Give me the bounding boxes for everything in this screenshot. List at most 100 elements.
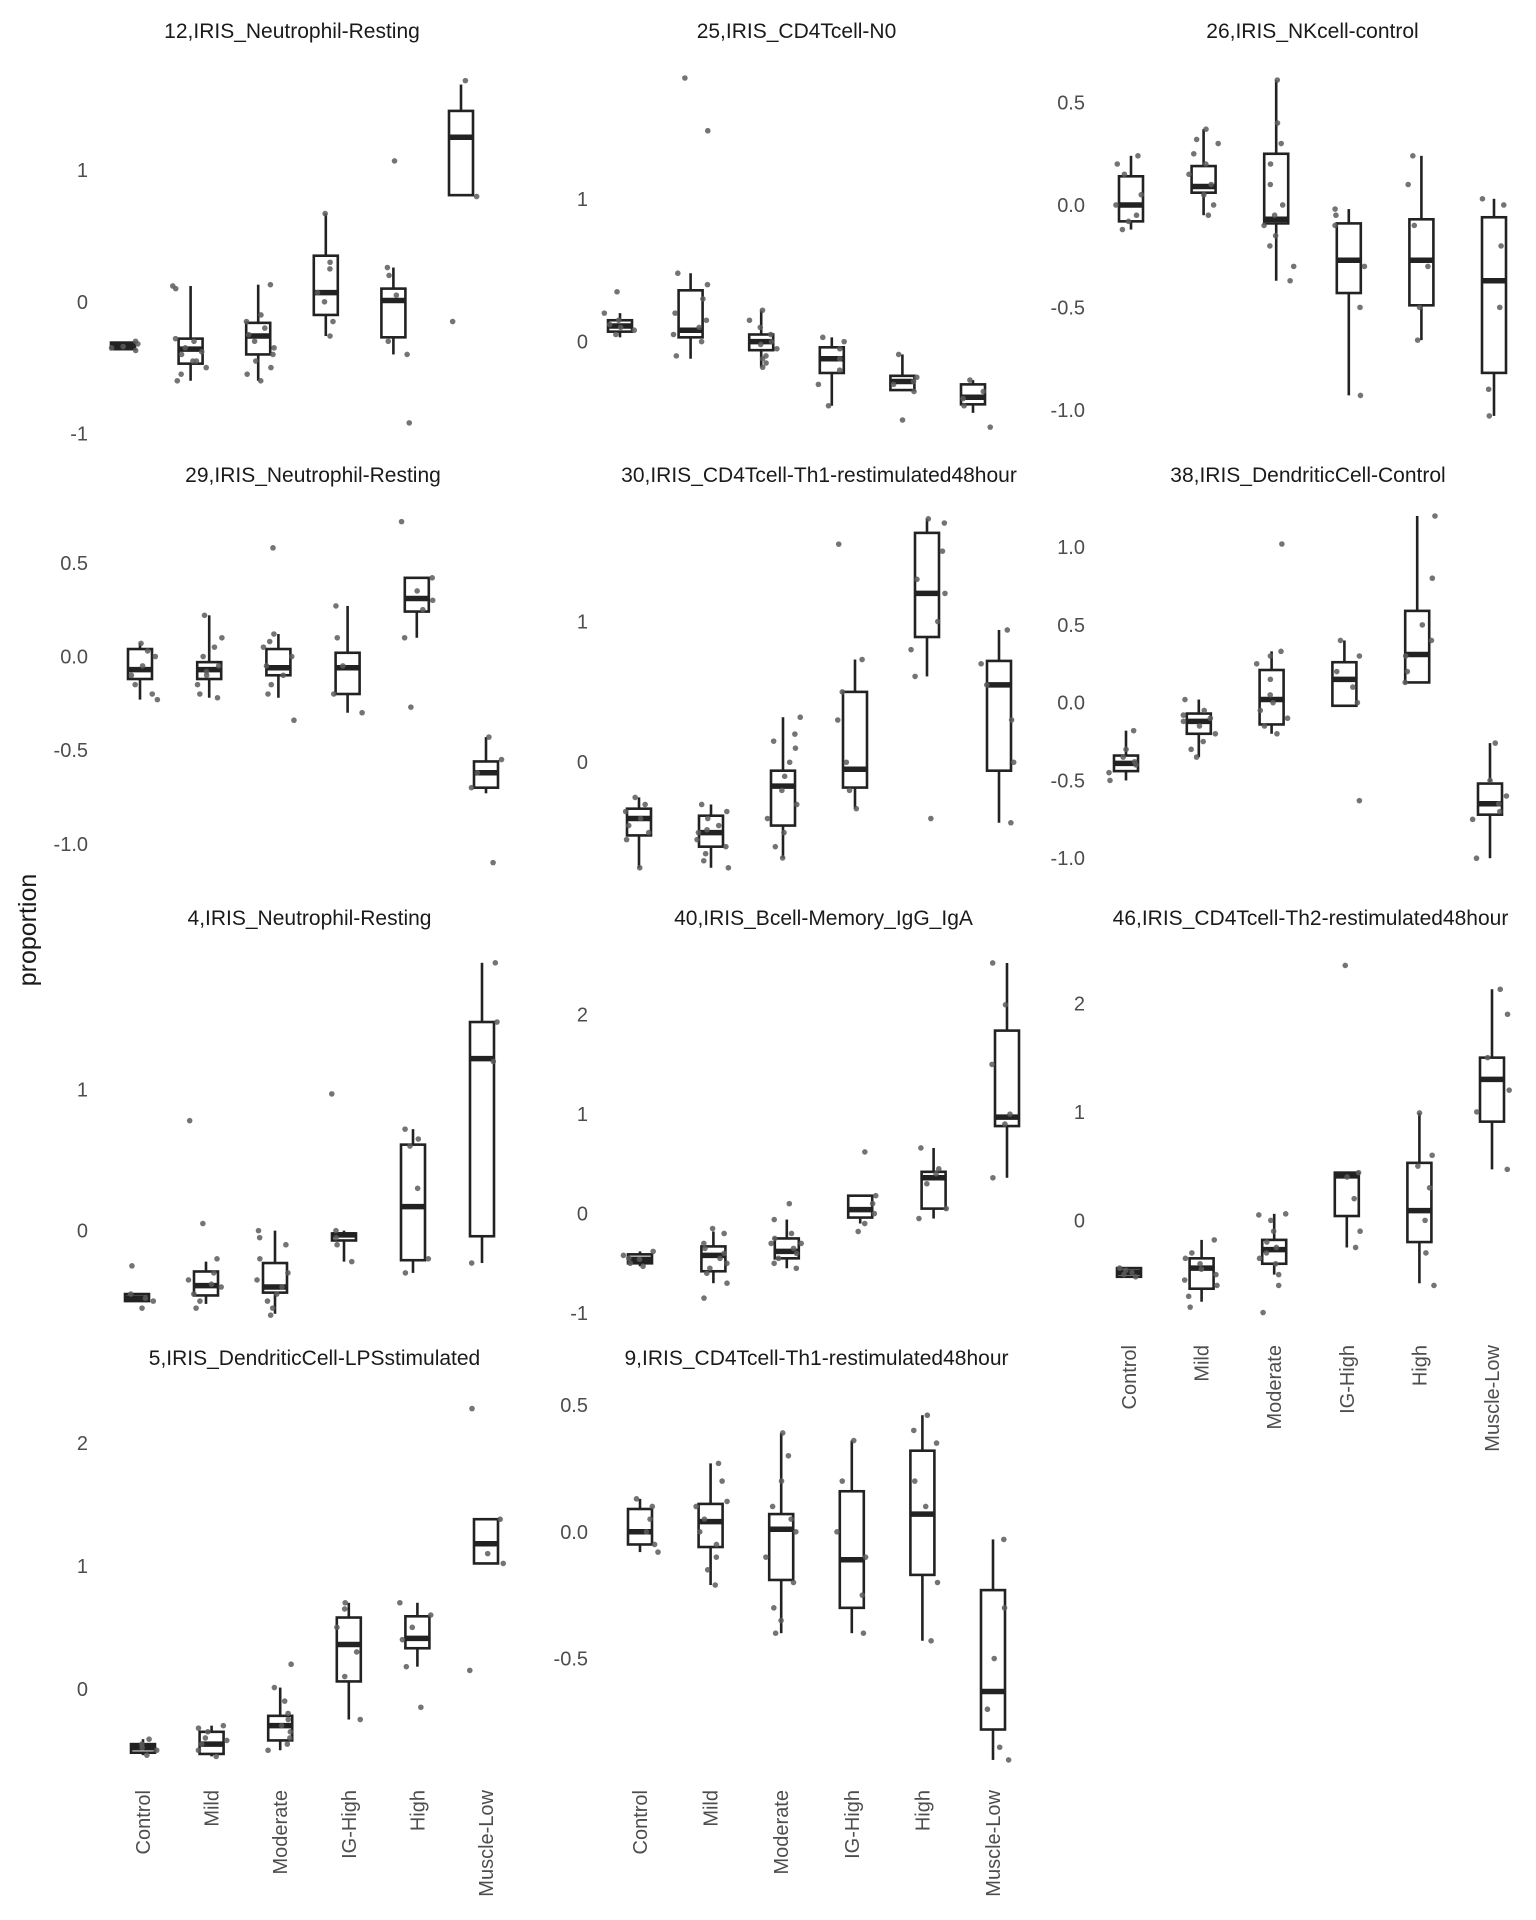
data-point <box>899 417 906 423</box>
data-point <box>631 327 638 334</box>
data-point <box>1361 263 1368 270</box>
data-point <box>636 1256 643 1263</box>
data-point <box>934 1579 941 1586</box>
data-point <box>214 694 221 701</box>
data-point <box>872 1192 879 1199</box>
data-point <box>1411 222 1418 229</box>
data-point <box>984 1706 991 1713</box>
data-point <box>1404 668 1411 675</box>
data-point <box>1506 1087 1512 1093</box>
data-point <box>793 1250 800 1257</box>
panel-title: 46,IRIS_CD4Tcell-Th2-restimulated48hour <box>1113 907 1509 930</box>
data-point <box>709 1225 716 1232</box>
data-point <box>468 1260 475 1266</box>
y-tick-label: 0 <box>577 332 588 354</box>
facet-panel: 40,IRIS_Bcell-Memory_IgG_IgA -1 0 1 2 <box>570 907 1021 1325</box>
data-point <box>702 1245 708 1252</box>
data-point <box>1496 304 1503 311</box>
y-tick-label: 0.0 <box>560 1522 588 1544</box>
data-point <box>150 1298 157 1304</box>
data-point <box>1188 746 1194 753</box>
data-point <box>287 1735 293 1741</box>
data-point <box>778 1478 785 1484</box>
data-point <box>314 289 321 296</box>
data-point <box>132 347 139 354</box>
data-point <box>404 351 410 358</box>
data-point <box>1504 1011 1511 1018</box>
data-point <box>427 1612 434 1618</box>
data-point <box>1211 1237 1218 1243</box>
data-point <box>617 324 624 331</box>
data-point <box>834 717 841 723</box>
data-point <box>1202 161 1209 167</box>
data-point <box>149 691 156 697</box>
y-tick-label: 0.0 <box>1057 693 1085 715</box>
data-point <box>334 1624 340 1631</box>
data-point <box>408 704 414 710</box>
data-point <box>285 1270 291 1276</box>
data-point <box>1357 304 1363 311</box>
data-point <box>620 1252 627 1259</box>
data-point <box>936 1166 942 1172</box>
data-point <box>1431 1282 1437 1289</box>
y-tick-label: -1.0 <box>1051 848 1085 870</box>
data-point <box>285 1716 292 1723</box>
data-point <box>835 541 842 547</box>
panel-title: 25,IRIS_CD4Tcell-N0 <box>697 20 897 43</box>
data-point <box>943 1205 950 1212</box>
data-point <box>341 1606 348 1612</box>
data-point <box>779 1430 786 1436</box>
x-tick-label: Mild <box>202 1790 224 1827</box>
data-point <box>260 644 267 650</box>
data-point <box>1279 541 1285 547</box>
data-point <box>1005 1757 1012 1763</box>
facet-panel: 30,IRIS_CD4Tcell-Th1-restimulated48hour 0… <box>577 464 1017 871</box>
data-point <box>197 1298 203 1304</box>
data-point <box>391 158 398 164</box>
data-point <box>1122 1267 1129 1274</box>
data-point <box>1351 1195 1357 1202</box>
data-point <box>724 1280 730 1286</box>
data-point <box>484 1550 491 1557</box>
y-axis-label: proportion <box>14 874 42 987</box>
data-point <box>771 1216 778 1223</box>
data-point <box>1119 226 1126 233</box>
box-iqr <box>769 769 797 827</box>
data-point <box>712 1582 719 1588</box>
box-iqr <box>767 1512 795 1582</box>
facet-panel: 46,IRIS_CD4Tcell-Th2-restimulated48hour 0… <box>1074 907 1512 1316</box>
data-point <box>682 75 688 81</box>
box-iqr <box>1403 609 1431 684</box>
data-point <box>715 1460 722 1467</box>
data-point <box>1001 1605 1008 1611</box>
box-iqr <box>1333 1171 1361 1218</box>
data-point <box>244 371 250 377</box>
box-iqr <box>993 1029 1021 1128</box>
data-point <box>129 1263 135 1269</box>
data-point <box>255 1227 262 1234</box>
data-point <box>1132 1273 1139 1280</box>
data-point <box>1261 723 1268 729</box>
data-point <box>693 1503 699 1510</box>
x-tick-label: Control <box>133 1790 155 1854</box>
data-point <box>788 1230 795 1237</box>
data-point <box>257 1256 263 1262</box>
data-point <box>341 1673 348 1680</box>
data-point <box>270 545 276 551</box>
data-point <box>786 1200 793 1207</box>
data-point <box>252 358 259 364</box>
data-point <box>386 272 392 279</box>
data-point <box>1196 723 1203 729</box>
data-point <box>1332 222 1338 229</box>
panel-title: 5,IRIS_DendriticCell-LPSstimulated <box>149 1347 480 1370</box>
data-point <box>622 808 629 815</box>
data-point <box>632 794 638 801</box>
data-point <box>623 836 630 843</box>
data-point <box>333 603 339 609</box>
facet-panel: 38,IRIS_DendriticCell-Control -1.0 -0.5 0.0… <box>1051 464 1510 870</box>
data-point <box>500 1560 507 1567</box>
data-point <box>172 335 179 342</box>
box-iqr <box>1480 215 1508 375</box>
data-point <box>1257 707 1264 714</box>
box-iqr <box>985 659 1013 772</box>
